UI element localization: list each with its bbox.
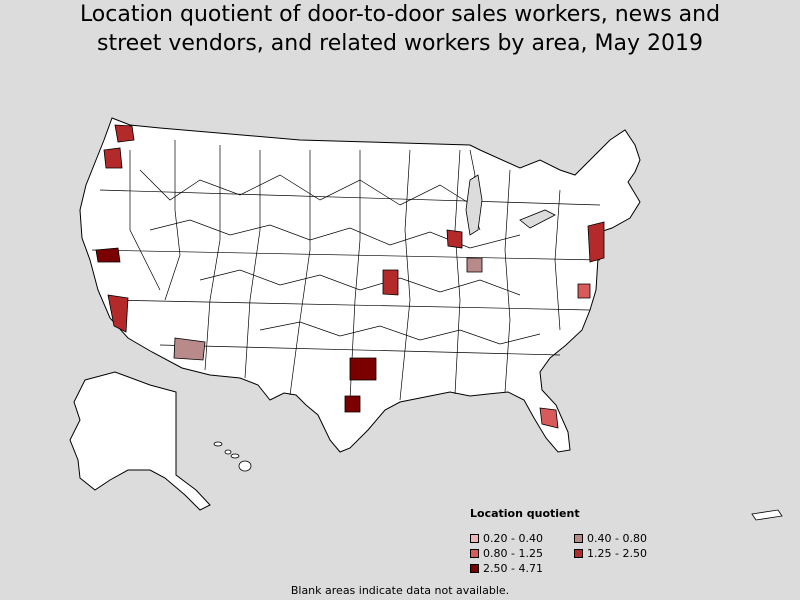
puerto-rico bbox=[751, 509, 783, 521]
legend-label: 2.50 - 4.71 bbox=[483, 562, 543, 575]
area-baltimore bbox=[577, 283, 591, 299]
alaska bbox=[69, 371, 211, 511]
title-line-2: street vendors, and related workers by a… bbox=[97, 31, 703, 56]
area-chicago bbox=[446, 229, 463, 249]
legend-swatch bbox=[470, 549, 479, 558]
legend-swatch bbox=[470, 534, 479, 543]
area-seattle bbox=[114, 124, 135, 143]
legend-swatch bbox=[470, 564, 479, 573]
area-houston bbox=[344, 395, 361, 413]
lake-michigan bbox=[465, 174, 483, 236]
legend-label: 0.80 - 1.25 bbox=[483, 547, 543, 560]
area-dallas bbox=[349, 357, 377, 381]
legend-label: 1.25 - 2.50 bbox=[587, 547, 647, 560]
highlighted-areas bbox=[95, 124, 605, 429]
footnote: Blank areas indicate data not available. bbox=[290, 584, 510, 597]
legend-item: 0.20 - 0.40 bbox=[470, 532, 574, 545]
area-sacramento bbox=[95, 247, 121, 263]
legend-label: 0.40 - 0.80 bbox=[587, 532, 647, 545]
legend-item: 0.40 - 0.80 bbox=[574, 532, 684, 545]
legend-swatch bbox=[574, 534, 583, 543]
area-tampa bbox=[539, 407, 559, 429]
legend-label: 0.20 - 0.40 bbox=[483, 532, 543, 545]
legend-item: 1.25 - 2.50 bbox=[574, 547, 684, 560]
area-tucson bbox=[173, 337, 206, 361]
area-wichita bbox=[382, 269, 399, 296]
area-indiana bbox=[466, 257, 483, 273]
lake-erie bbox=[519, 209, 556, 229]
legend-item: 0.80 - 1.25 bbox=[470, 547, 574, 560]
legend-swatch bbox=[574, 549, 583, 558]
hawaii bbox=[213, 441, 252, 472]
legend-item: 2.50 - 4.71 bbox=[470, 562, 574, 575]
legend-title: Location quotient bbox=[470, 507, 580, 520]
area-portland bbox=[103, 147, 123, 169]
legend-items: 0.20 - 0.40 0.40 - 0.80 0.80 - 1.25 1.25… bbox=[470, 532, 700, 575]
area-los-angeles bbox=[107, 294, 129, 333]
area-new-jersey bbox=[587, 221, 605, 263]
title-line-1: Location quotient of door-to-door sales … bbox=[79, 2, 721, 27]
legend: Location quotient 0.20 - 0.40 0.40 - 0.8… bbox=[470, 507, 700, 575]
map-title: Location quotient of door-to-door sales … bbox=[0, 0, 800, 58]
